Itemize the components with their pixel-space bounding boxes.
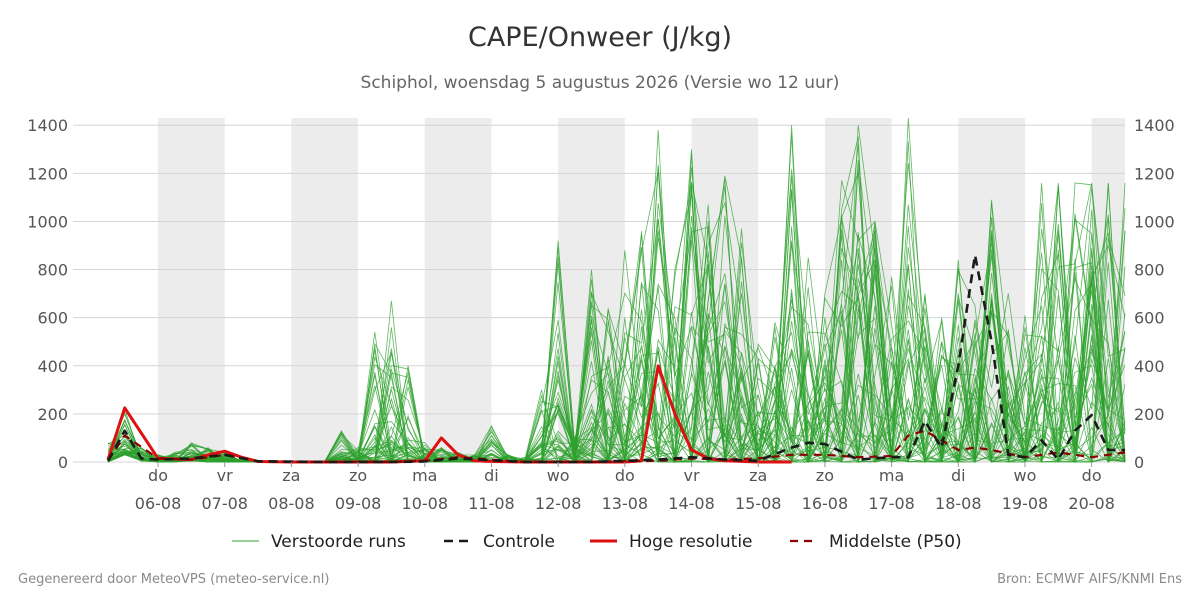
x-tick-day: vr bbox=[684, 466, 700, 485]
y-tick-label-left: 1200 bbox=[27, 164, 68, 183]
main-series bbox=[106, 253, 1126, 464]
x-tick-day: vr bbox=[217, 466, 233, 485]
y-tick-label-right: 1200 bbox=[1134, 164, 1175, 183]
day-band bbox=[158, 118, 225, 462]
x-tick-date: 17-08 bbox=[868, 494, 915, 513]
x-tick-day: ma bbox=[879, 466, 904, 485]
x-tick-date: 09-08 bbox=[335, 494, 382, 513]
y-tick-label-left: 600 bbox=[37, 309, 68, 328]
y-tick-label-right: 400 bbox=[1134, 357, 1165, 376]
x-tick-date: 15-08 bbox=[735, 494, 782, 513]
hires-series-line bbox=[106, 364, 792, 464]
y-tick-label-right: 800 bbox=[1134, 261, 1165, 280]
y-tick-label-right: 200 bbox=[1134, 405, 1165, 424]
y-tick-label-right: 1000 bbox=[1134, 212, 1175, 231]
y-axis-ticks: 0 0 200 200 400 400 600 600 800 800 1000 1000 1200 12… bbox=[27, 116, 1174, 472]
x-tick-day: do bbox=[1082, 466, 1102, 485]
x-tick-day: zo bbox=[349, 466, 367, 485]
x-tick-date: 08-08 bbox=[268, 494, 315, 513]
x-tick-day: za bbox=[749, 466, 767, 485]
y-tick-label-left: 200 bbox=[37, 405, 68, 424]
x-tick-day: do bbox=[148, 466, 168, 485]
y-tick-label-left: 1400 bbox=[27, 116, 68, 135]
y-tick-label-left: 400 bbox=[37, 357, 68, 376]
x-tick-day: zo bbox=[816, 466, 834, 485]
x-tick-date: 11-08 bbox=[468, 494, 515, 513]
x-axis-ticks: do 06-08 vr 07-08 za 08-08 zo 09-08 ma 10-08 di 11-… bbox=[135, 462, 1115, 513]
x-tick-day: wo bbox=[1014, 466, 1037, 485]
legend-label-control: Controle bbox=[483, 532, 555, 552]
footer-source: Bron: ECMWF AIFS/KNMI Ens bbox=[997, 572, 1182, 587]
legend-label-hires: Hoge resolutie bbox=[629, 532, 753, 552]
x-tick-day: di bbox=[951, 466, 966, 485]
x-tick-date: 07-08 bbox=[201, 494, 248, 513]
x-tick-date: 10-08 bbox=[402, 494, 449, 513]
x-tick-date: 14-08 bbox=[668, 494, 715, 513]
chart-subtitle: Schiphol, woensdag 5 augustus 2026 (Vers… bbox=[360, 73, 840, 93]
y-tick-label-left: 1000 bbox=[27, 212, 68, 231]
y-tick-label-right: 600 bbox=[1134, 309, 1165, 328]
x-tick-day: ma bbox=[412, 466, 437, 485]
x-tick-day: wo bbox=[547, 466, 570, 485]
footer-generated-by: Gegenereerd door MeteoVPS (meteo-service… bbox=[18, 572, 330, 587]
x-tick-date: 06-08 bbox=[135, 494, 182, 513]
y-tick-label-right: 0 bbox=[1134, 453, 1144, 472]
x-tick-date: 18-08 bbox=[935, 494, 982, 513]
day-band bbox=[291, 118, 359, 462]
y-tick-label-left: 0 bbox=[58, 453, 68, 472]
x-tick-date: 16-08 bbox=[802, 494, 849, 513]
x-tick-day: di bbox=[484, 466, 499, 485]
y-tick-label-left: 800 bbox=[37, 261, 68, 280]
x-tick-date: 20-08 bbox=[1068, 494, 1115, 513]
legend: Verstoorde runs Controle Hoge resolutie Mid… bbox=[232, 532, 962, 552]
x-tick-date: 13-08 bbox=[602, 494, 649, 513]
legend-label-ensemble: Verstoorde runs bbox=[271, 532, 406, 552]
day-band bbox=[424, 118, 492, 462]
x-tick-day: do bbox=[615, 466, 635, 485]
x-tick-date: 12-08 bbox=[535, 494, 582, 513]
y-tick-label-right: 1400 bbox=[1134, 116, 1175, 135]
chart-title: CAPE/Onweer (J/kg) bbox=[467, 22, 732, 53]
x-tick-day: za bbox=[282, 466, 300, 485]
legend-label-median: Middelste (P50) bbox=[829, 532, 962, 552]
x-tick-date: 19-08 bbox=[1002, 494, 1049, 513]
